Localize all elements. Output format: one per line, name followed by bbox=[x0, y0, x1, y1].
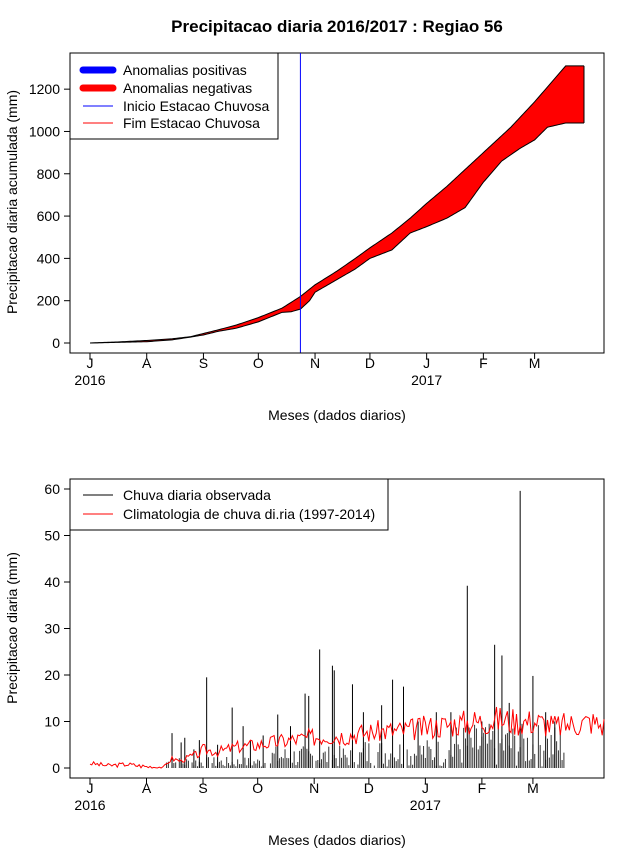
x-tick-label: O bbox=[252, 780, 263, 796]
year-label: 2016 bbox=[74, 372, 105, 388]
bottom-legend-box bbox=[69, 478, 389, 531]
x-tick-label: M bbox=[527, 780, 539, 796]
year-label: 2016 bbox=[74, 797, 105, 813]
x-tick-label: J bbox=[87, 780, 94, 796]
year-label: 2017 bbox=[411, 372, 442, 388]
x-tick-label: A bbox=[142, 355, 152, 371]
x-tick-label: S bbox=[198, 780, 207, 796]
x-tick-label: F bbox=[478, 780, 487, 796]
x-tick-label: D bbox=[365, 355, 375, 371]
x-tick-label: S bbox=[199, 355, 208, 371]
y-tick-label: 0 bbox=[52, 760, 60, 776]
legend-label-negative: Anomalias negativas bbox=[123, 80, 252, 96]
y-tick-label: 20 bbox=[44, 667, 60, 683]
x-tick-label: D bbox=[364, 780, 374, 796]
bottom-y-axis: 0 10 20 30 40 50 60 bbox=[44, 481, 71, 776]
x-tick-label: A bbox=[142, 780, 152, 796]
y-tick-label: 400 bbox=[37, 250, 61, 266]
y-tick-label: 800 bbox=[37, 166, 61, 182]
top-x-axis: J A S O N D J F M 2016 2017 bbox=[74, 352, 541, 388]
x-tick-label: O bbox=[253, 355, 264, 371]
y-tick-label: 40 bbox=[44, 574, 60, 590]
top-legend: Anomalias positivas Anomalias negativas … bbox=[69, 52, 279, 140]
y-tick-label: 0 bbox=[52, 335, 60, 351]
anomaly-area-group bbox=[89, 65, 585, 344]
top-x-axis-label: Meses (dados diarios) bbox=[268, 407, 406, 423]
x-tick-label: F bbox=[479, 355, 488, 371]
observed-cumulative-line bbox=[89, 122, 584, 344]
y-tick-label: 600 bbox=[37, 208, 61, 224]
x-tick-label: J bbox=[423, 355, 430, 371]
bottom-legend: Chuva diaria observada Climatologia de c… bbox=[69, 478, 389, 531]
bottom-y-axis-label: Precipitacao diaria (mm) bbox=[4, 552, 20, 704]
legend-label-end: Fim Estacao Chuvosa bbox=[123, 115, 260, 131]
climatology-cumulative-line bbox=[89, 65, 584, 344]
legend-label-observed: Chuva diaria observada bbox=[123, 487, 271, 503]
legend-label-start: Inicio Estacao Chuvosa bbox=[123, 98, 270, 114]
y-tick-label: 1000 bbox=[29, 123, 60, 139]
year-label: 2017 bbox=[410, 797, 441, 813]
y-tick-label: 60 bbox=[44, 481, 60, 497]
observed-daily-bars bbox=[166, 490, 565, 768]
x-tick-label: M bbox=[529, 355, 541, 371]
x-tick-label: J bbox=[422, 780, 429, 796]
x-tick-label: J bbox=[87, 355, 94, 371]
y-tick-label: 1200 bbox=[29, 81, 60, 97]
x-tick-label: N bbox=[309, 780, 319, 796]
climatology-line bbox=[89, 706, 605, 769]
daily-precip-panel: 0 10 20 30 40 50 60 J A S O N D J F M 2016 2017 Precipit… bbox=[4, 478, 605, 848]
y-tick-label: 30 bbox=[44, 621, 60, 637]
top-y-axis-label: Precipitacao diaria acumulada (mm) bbox=[4, 90, 20, 314]
y-tick-label: 200 bbox=[37, 293, 61, 309]
bottom-x-axis-label: Meses (dados diarios) bbox=[268, 832, 406, 848]
legend-label-climatology: Climatologia de chuva di.ria (1997-2014) bbox=[123, 506, 375, 522]
bottom-x-axis: J A S O N D J F M 2016 2017 bbox=[74, 777, 539, 813]
legend-label-positive: Anomalias positivas bbox=[123, 62, 247, 78]
x-tick-label: N bbox=[310, 355, 320, 371]
top-y-axis: 0 200 400 600 800 1000 1200 bbox=[29, 81, 71, 351]
y-tick-label: 50 bbox=[44, 528, 60, 544]
chart-title: Precipitacao diaria 2016/2017 : Regiao 5… bbox=[171, 17, 503, 36]
y-tick-label: 10 bbox=[44, 714, 60, 730]
